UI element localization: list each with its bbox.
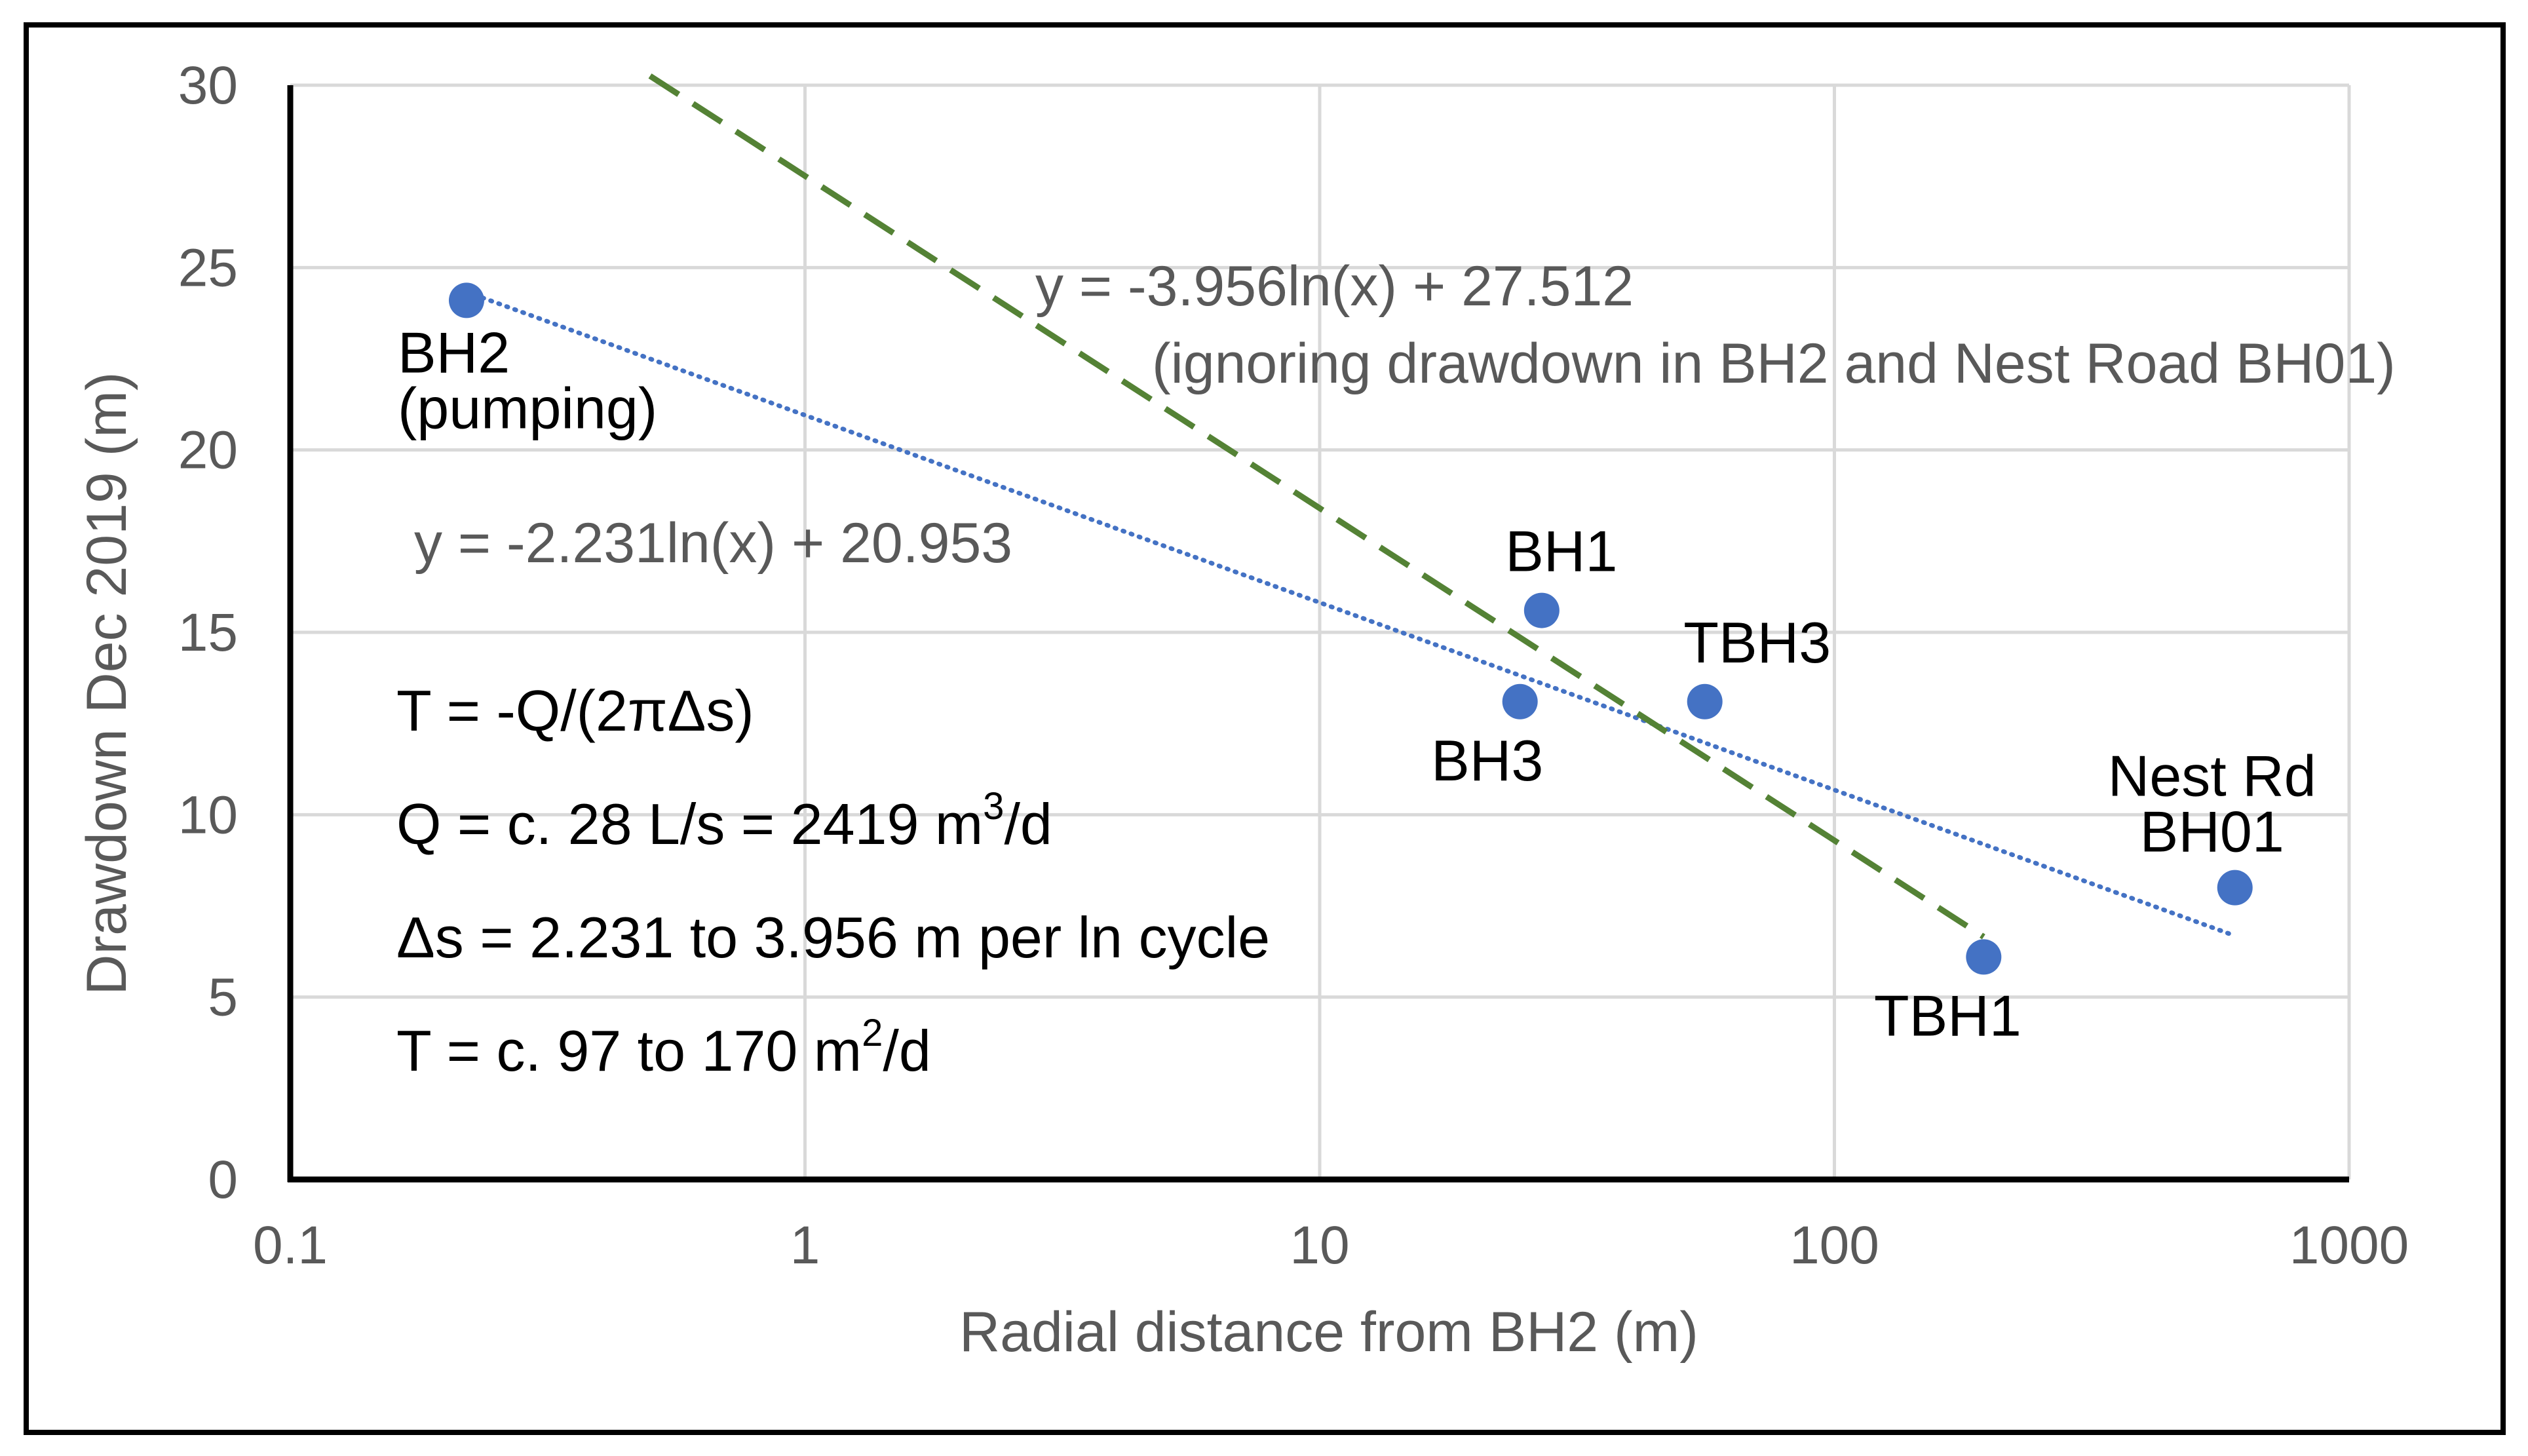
- data-point-tbh3: [1687, 683, 1723, 719]
- trendline-note-subset: (ignoring drawdown in BH2 and Nest Road …: [1152, 332, 2396, 395]
- data-points: [448, 282, 2253, 975]
- trendlines: [464, 73, 2238, 940]
- point-label-tbh3: TBH3: [1683, 610, 1831, 675]
- point-label-nest-rd-bh01: Nest Rd: [2108, 744, 2316, 809]
- y-tick-label-5: 5: [208, 968, 238, 1027]
- gridlines: [290, 83, 2351, 1179]
- y-axis-title: Drawdown Dec 2019 (m): [75, 372, 138, 995]
- y-tick-label-25: 25: [178, 238, 238, 297]
- data-point-tbh1: [1966, 939, 2002, 975]
- data-point-bh3: [1502, 683, 1538, 719]
- x-tick-label-0.1: 0.1: [253, 1216, 328, 1275]
- axes: [287, 85, 2349, 1183]
- data-point-bh2: [448, 282, 484, 318]
- trendline-subset-fit: [648, 73, 1985, 940]
- point-label-bh2: BH2: [398, 320, 510, 385]
- trendline-all-points-fit: [464, 290, 2238, 938]
- data-point-bh1: [1523, 592, 1560, 628]
- trendline-equations: y = -2.231ln(x) + 20.953 y = -3.956ln(x) …: [414, 255, 2396, 575]
- trendline-equation-all-points: y = -2.231ln(x) + 20.953: [414, 512, 1012, 575]
- chart-border: [24, 22, 2506, 1435]
- tick-labels: 0 5 10 15 20 25 30 0.1 1 10 100 1000: [178, 56, 2409, 1275]
- y-tick-label-10: 10: [178, 785, 238, 845]
- calc-line-drawdown-per-cycle: Δs = 2.231 to 3.956 m per ln cycle: [396, 905, 1270, 970]
- calc-line-transmissivity-result-sup: 2: [862, 1012, 883, 1054]
- point-label-bh1: BH1: [1505, 519, 1617, 584]
- calc-line-transmissivity-result: T = c. 97 to 170 m2/d: [396, 1012, 931, 1083]
- calc-line-transmissivity-result-end: /d: [883, 1018, 930, 1083]
- calc-line-pumping-rate-end: /d: [1004, 792, 1052, 856]
- point-label-bh2-line2: (pumping): [398, 375, 657, 440]
- point-label-bh3: BH3: [1431, 728, 1543, 793]
- calc-line-pumping-rate-sup: 3: [983, 785, 1004, 828]
- data-point-nest-rd-bh01: [2217, 870, 2253, 906]
- point-label-tbh1: TBH1: [1874, 983, 2021, 1048]
- calc-line-transmissivity-formula: T = -Q/(2πΔs): [396, 678, 754, 743]
- x-axis-title: Radial distance from BH2 (m): [959, 1301, 1698, 1364]
- calc-line-pumping-rate: Q = c. 28 L/s = 2419 m3/d: [396, 785, 1052, 856]
- y-tick-label-15: 15: [178, 603, 238, 662]
- y-tick-label-0: 0: [208, 1150, 238, 1210]
- calc-line-pumping-rate-main: Q = c. 28 L/s = 2419 m: [396, 792, 983, 856]
- point-label-nest-rd-bh01-line2: BH01: [2140, 799, 2284, 864]
- trendline-equation-subset: y = -3.956ln(x) + 27.512: [1035, 255, 1634, 318]
- x-tick-label-100: 100: [1790, 1216, 1879, 1275]
- calc-line-transmissivity-result-main: T = c. 97 to 170 m: [396, 1018, 862, 1083]
- y-tick-label-30: 30: [178, 56, 238, 115]
- x-tick-label-1: 1: [790, 1216, 820, 1275]
- x-tick-label-10: 10: [1290, 1216, 1349, 1275]
- calculation-notes: T = -Q/(2πΔs) Q = c. 28 L/s = 2419 m3/d …: [396, 678, 1270, 1083]
- x-tick-label-1000: 1000: [2289, 1216, 2409, 1275]
- y-tick-label-20: 20: [178, 421, 238, 480]
